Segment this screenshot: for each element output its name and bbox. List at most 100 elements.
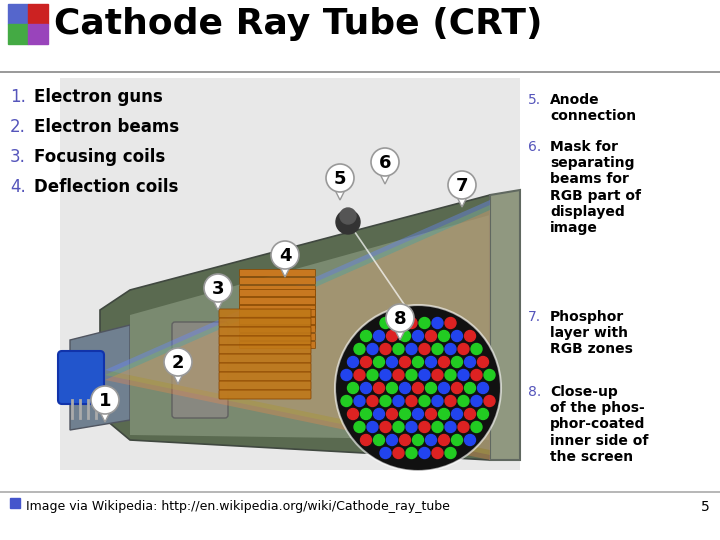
Circle shape xyxy=(451,382,462,394)
Circle shape xyxy=(451,330,462,341)
FancyBboxPatch shape xyxy=(219,345,311,354)
Circle shape xyxy=(426,435,436,446)
Circle shape xyxy=(471,422,482,433)
Circle shape xyxy=(419,448,430,458)
Circle shape xyxy=(341,395,352,407)
FancyBboxPatch shape xyxy=(219,327,311,336)
Circle shape xyxy=(432,343,443,354)
Bar xyxy=(8,24,28,44)
Circle shape xyxy=(413,356,423,368)
Circle shape xyxy=(413,435,423,446)
Circle shape xyxy=(380,422,391,433)
Circle shape xyxy=(419,369,430,381)
Circle shape xyxy=(451,408,462,420)
FancyBboxPatch shape xyxy=(240,306,315,313)
Polygon shape xyxy=(105,205,490,455)
Polygon shape xyxy=(395,330,405,340)
Circle shape xyxy=(341,369,352,381)
FancyBboxPatch shape xyxy=(240,289,315,296)
FancyBboxPatch shape xyxy=(240,301,315,308)
Circle shape xyxy=(380,369,391,381)
Circle shape xyxy=(387,435,397,446)
Circle shape xyxy=(348,408,359,420)
Circle shape xyxy=(393,369,404,381)
Circle shape xyxy=(464,408,475,420)
Circle shape xyxy=(445,343,456,354)
Circle shape xyxy=(387,408,397,420)
Circle shape xyxy=(432,318,443,328)
Text: Cathode Ray Tube (CRT): Cathode Ray Tube (CRT) xyxy=(54,7,542,41)
Circle shape xyxy=(400,435,410,446)
Circle shape xyxy=(464,330,475,341)
Circle shape xyxy=(426,330,436,341)
Circle shape xyxy=(432,369,443,381)
Text: 6.: 6. xyxy=(528,140,541,154)
Circle shape xyxy=(354,422,365,433)
Circle shape xyxy=(438,356,449,368)
Circle shape xyxy=(484,369,495,381)
Text: 4: 4 xyxy=(279,247,292,265)
Circle shape xyxy=(464,382,475,394)
Bar xyxy=(60,78,520,470)
Circle shape xyxy=(400,408,410,420)
Circle shape xyxy=(348,356,359,368)
Circle shape xyxy=(451,356,462,368)
Text: 5: 5 xyxy=(701,500,710,514)
Text: 1: 1 xyxy=(99,392,112,410)
FancyBboxPatch shape xyxy=(219,336,311,345)
Circle shape xyxy=(406,318,417,328)
Circle shape xyxy=(406,343,417,354)
Circle shape xyxy=(371,148,399,176)
Circle shape xyxy=(458,343,469,354)
Circle shape xyxy=(484,395,495,407)
FancyBboxPatch shape xyxy=(240,269,315,276)
Circle shape xyxy=(477,382,488,394)
FancyBboxPatch shape xyxy=(219,381,311,390)
Polygon shape xyxy=(70,325,130,430)
Circle shape xyxy=(348,382,359,394)
Circle shape xyxy=(374,408,384,420)
Text: Electron guns: Electron guns xyxy=(34,88,163,106)
Circle shape xyxy=(426,382,436,394)
FancyBboxPatch shape xyxy=(58,351,104,404)
Circle shape xyxy=(380,395,391,407)
FancyBboxPatch shape xyxy=(219,354,311,363)
Circle shape xyxy=(361,408,372,420)
Text: Deflection coils: Deflection coils xyxy=(34,178,179,196)
Circle shape xyxy=(464,435,475,446)
Text: 8.: 8. xyxy=(528,385,541,399)
Text: 2.: 2. xyxy=(10,118,26,136)
Text: 5: 5 xyxy=(334,170,346,188)
Circle shape xyxy=(336,306,500,470)
Circle shape xyxy=(445,395,456,407)
Text: 3: 3 xyxy=(212,280,224,298)
FancyBboxPatch shape xyxy=(240,309,315,316)
Text: 4.: 4. xyxy=(10,178,26,196)
Text: 1.: 1. xyxy=(10,88,26,106)
Circle shape xyxy=(367,369,378,381)
Polygon shape xyxy=(335,190,345,200)
Circle shape xyxy=(477,408,488,420)
Bar xyxy=(8,4,28,24)
Text: 6: 6 xyxy=(379,154,391,172)
Text: Phosphor
layer with
RGB zones: Phosphor layer with RGB zones xyxy=(550,310,633,356)
FancyBboxPatch shape xyxy=(240,278,315,285)
Circle shape xyxy=(406,369,417,381)
Polygon shape xyxy=(105,200,490,450)
Circle shape xyxy=(438,330,449,341)
Circle shape xyxy=(164,348,192,376)
Circle shape xyxy=(419,343,430,354)
Polygon shape xyxy=(213,300,223,310)
Circle shape xyxy=(374,382,384,394)
Circle shape xyxy=(361,356,372,368)
Circle shape xyxy=(406,422,417,433)
Circle shape xyxy=(471,343,482,354)
Circle shape xyxy=(426,356,436,368)
Circle shape xyxy=(354,369,365,381)
Circle shape xyxy=(374,356,384,368)
Circle shape xyxy=(387,382,397,394)
Circle shape xyxy=(374,330,384,341)
Circle shape xyxy=(413,408,423,420)
Circle shape xyxy=(204,274,232,302)
Polygon shape xyxy=(457,197,467,207)
